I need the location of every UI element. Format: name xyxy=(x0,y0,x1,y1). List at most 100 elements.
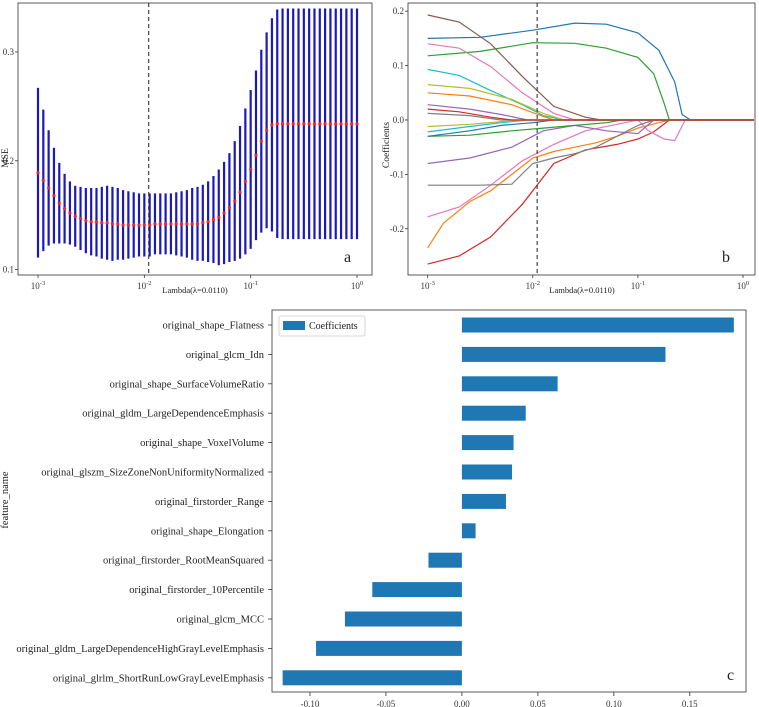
mean-point xyxy=(355,122,359,126)
coefficient-bar xyxy=(344,611,462,627)
coefficient-path xyxy=(427,119,754,218)
feature-label: original_gldm_LargeDependenceHighGrayLev… xyxy=(16,644,264,655)
coefficient-bar xyxy=(461,464,513,480)
panel-b-xlabel: Lambda(λ=0.0110) xyxy=(549,285,615,295)
coefficient-bar xyxy=(372,582,462,598)
mean-point xyxy=(211,217,216,222)
y-tick-label: -0.1 xyxy=(390,169,404,179)
mean-point xyxy=(137,223,141,227)
y-tick-label: -0.2 xyxy=(390,224,404,234)
panel-c-legend: Coefficients xyxy=(278,315,366,337)
mean-point xyxy=(201,221,205,225)
mean-point xyxy=(296,122,301,126)
mean-point xyxy=(195,222,200,226)
mean-point xyxy=(328,122,333,126)
panel-c-axis-ticks: original_shape_Flatness original_glcm_Idn… xyxy=(16,321,698,707)
mean-point xyxy=(312,122,317,126)
coefficient-bar xyxy=(282,670,462,686)
mean-point xyxy=(110,222,115,226)
mean-point xyxy=(153,222,157,226)
mean-point xyxy=(185,222,189,226)
mean-point xyxy=(227,205,231,210)
mean-point xyxy=(206,220,210,224)
x-tick-label: -0.05 xyxy=(377,699,396,707)
coefficient-bar xyxy=(316,640,462,656)
panel-b-coefficient-paths: 10-3 10-2 10-1 100 -0.2 -0.1 0.0 0.1 0.2 Coeffic… xyxy=(381,2,756,295)
mean-point xyxy=(265,128,269,132)
panel-b-letter: b xyxy=(722,249,730,266)
coefficient-bar xyxy=(461,493,506,509)
mean-point xyxy=(238,190,242,194)
mean-point xyxy=(307,122,311,126)
mean-point xyxy=(126,223,130,227)
panel-a-axis-ticks: 10-3 10-2 10-1 100 0.1 0.2 0.3 xyxy=(3,47,363,291)
mean-point xyxy=(164,222,168,226)
mean-point xyxy=(116,222,120,226)
x-tick-label: 0.00 xyxy=(454,699,470,707)
x-tick-label: 10-3 xyxy=(420,280,434,291)
coefficient-path xyxy=(427,119,754,165)
mean-point xyxy=(344,122,348,126)
mean-point xyxy=(174,222,178,226)
coefficient-path xyxy=(427,108,754,121)
panel-b-lines xyxy=(427,3,754,275)
x-tick-label: 0.15 xyxy=(682,699,698,707)
coefficient-bar xyxy=(428,552,462,568)
mean-point xyxy=(302,122,306,126)
feature-label: original_firstorder_Range xyxy=(155,497,264,508)
panel-c-bars xyxy=(282,317,734,686)
mean-point xyxy=(100,221,104,225)
x-tick-label: -0.10 xyxy=(301,699,320,707)
panel-a-mse-plot: 10-3 10-2 10-1 100 0.1 0.2 0.3 MSE Lambda(λ=0.… xyxy=(1,2,373,295)
mean-point xyxy=(318,122,322,126)
mean-point xyxy=(334,122,338,126)
mean-point xyxy=(148,223,152,227)
panel-a-mean-points xyxy=(36,122,359,227)
mean-point xyxy=(105,221,109,225)
legend-label: Coefficients xyxy=(309,321,358,332)
mean-point xyxy=(291,122,295,126)
coefficient-path xyxy=(427,92,754,121)
feature-label: original_firstorder_10Percentile xyxy=(129,585,264,596)
panel-a-letter: a xyxy=(344,249,351,266)
coefficient-bar xyxy=(461,435,514,451)
feature-label: original_shape_Flatness xyxy=(163,321,264,332)
mean-point xyxy=(142,223,146,227)
mean-point xyxy=(233,199,237,203)
coefficient-bar xyxy=(461,523,476,539)
mean-point xyxy=(89,220,93,224)
mean-point xyxy=(121,223,125,227)
mean-point xyxy=(169,222,173,226)
y-tick-label: 0.1 xyxy=(3,265,14,275)
x-tick-label: 0.05 xyxy=(530,699,546,707)
feature-label: original_glszm_SizeZoneNonUniformityNorm… xyxy=(41,468,265,479)
mean-point xyxy=(62,207,67,211)
mean-point xyxy=(286,122,290,126)
panel-b-axis-ticks: 10-3 10-2 10-1 100 -0.2 -0.1 0.0 0.1 0.2 xyxy=(390,6,749,291)
panel-a-ylabel: MSE xyxy=(1,148,11,168)
panel-c-feature-coefficients: original_shape_Flatness original_glcm_Idn… xyxy=(0,309,747,707)
mean-point xyxy=(350,122,354,126)
coefficient-bar xyxy=(461,376,558,392)
panel-a-errorbars xyxy=(36,3,359,275)
y-tick-label: 0.2 xyxy=(3,156,14,166)
coefficient-path xyxy=(427,14,754,121)
mean-point xyxy=(280,122,285,126)
feature-label: original_shape_Elongation xyxy=(151,526,265,537)
mean-point xyxy=(249,167,253,172)
x-tick-label: 100 xyxy=(351,280,363,291)
mean-point xyxy=(339,122,343,126)
mean-point xyxy=(217,215,221,219)
coefficient-path xyxy=(427,68,754,121)
feature-label: original_shape_SurfaceVolumeRatio xyxy=(110,379,264,390)
x-tick-label: 10-3 xyxy=(31,280,45,291)
y-tick-label: 0.2 xyxy=(393,6,404,16)
coefficient-path xyxy=(427,22,754,121)
mean-point xyxy=(179,222,184,226)
mean-point xyxy=(254,153,258,157)
feature-label: original_glcm_Idn xyxy=(186,350,265,361)
x-tick-label: 10-1 xyxy=(243,280,257,291)
mean-point xyxy=(94,220,99,224)
coefficient-bar xyxy=(461,317,734,333)
